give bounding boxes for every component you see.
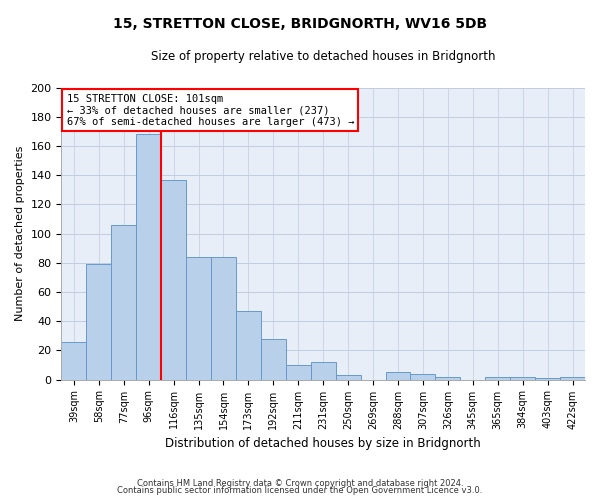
Bar (386, 372, 410, 380)
X-axis label: Distribution of detached houses by size in Bridgnorth: Distribution of detached houses by size … (166, 437, 481, 450)
Text: Contains HM Land Registry data © Crown copyright and database right 2024.: Contains HM Land Registry data © Crown c… (137, 478, 463, 488)
Bar (211, 257, 236, 380)
Bar (335, 375, 361, 380)
Bar (161, 180, 186, 380)
Bar (86, 264, 111, 380)
Bar (535, 378, 560, 380)
Bar (186, 257, 211, 380)
Bar (510, 376, 535, 380)
Bar (311, 362, 335, 380)
Text: Contains public sector information licensed under the Open Government Licence v3: Contains public sector information licen… (118, 486, 482, 495)
Bar (560, 376, 585, 380)
Bar (485, 376, 510, 380)
Text: 15, STRETTON CLOSE, BRIDGNORTH, WV16 5DB: 15, STRETTON CLOSE, BRIDGNORTH, WV16 5DB (113, 18, 487, 32)
Bar (236, 311, 261, 380)
Bar (61, 342, 86, 380)
Y-axis label: Number of detached properties: Number of detached properties (15, 146, 25, 322)
Text: 15 STRETTON CLOSE: 101sqm
← 33% of detached houses are smaller (237)
67% of semi: 15 STRETTON CLOSE: 101sqm ← 33% of detac… (67, 94, 354, 127)
Bar (436, 376, 460, 380)
Bar (410, 374, 436, 380)
Title: Size of property relative to detached houses in Bridgnorth: Size of property relative to detached ho… (151, 50, 496, 63)
Bar (261, 338, 286, 380)
Bar (286, 365, 311, 380)
Bar (111, 225, 136, 380)
Bar (136, 134, 161, 380)
